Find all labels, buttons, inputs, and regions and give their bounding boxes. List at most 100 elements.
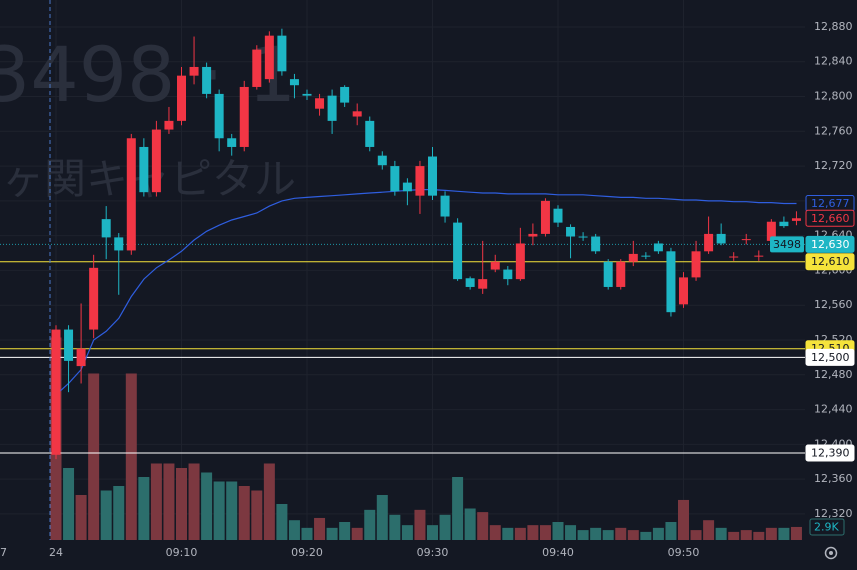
- candle-body: [754, 255, 764, 257]
- candle-body: [64, 329, 74, 361]
- candle-body: [503, 269, 513, 280]
- candle-body: [415, 166, 425, 196]
- candle-body: [151, 129, 161, 193]
- candle-body: [114, 237, 124, 251]
- price-line-badge-box: [805, 235, 855, 253]
- candles: [51, 28, 801, 460]
- price-line-badge-box: [805, 253, 855, 271]
- candle-body: [189, 66, 199, 76]
- candle-body: [729, 256, 739, 258]
- candle-body: [390, 166, 400, 192]
- volume-bar: [414, 509, 426, 540]
- y-tick-label: 12,760: [814, 124, 853, 137]
- candle-body: [340, 86, 350, 103]
- last-price-badge-box: [805, 209, 855, 227]
- volume-bar: [314, 517, 326, 540]
- x-tick-label: 09:10: [166, 546, 198, 559]
- y-tick-label: 12,800: [814, 90, 853, 103]
- volume-bar: [238, 486, 250, 540]
- candle-body: [76, 348, 86, 367]
- price-line-badge: 12,390: [811, 447, 850, 460]
- settings-button[interactable]: [824, 546, 838, 560]
- volume-bar: [176, 468, 187, 540]
- candle-body: [616, 261, 626, 287]
- volume-bar: [489, 525, 501, 540]
- y-tick-label: 12,720: [814, 159, 853, 172]
- volume-badge-box: [809, 518, 845, 536]
- candle-body: [227, 138, 237, 147]
- price-line-badge-box: [805, 348, 855, 366]
- candle-body: [553, 208, 563, 223]
- volume-bar: [376, 495, 388, 540]
- x-tick-label: 24: [49, 546, 63, 559]
- candle-body: [264, 35, 274, 80]
- volume-bar: [163, 463, 175, 540]
- volume-bar: [138, 477, 150, 540]
- volume-bar: [427, 525, 438, 540]
- candle-body: [779, 221, 789, 227]
- volume-bar: [514, 527, 526, 540]
- volume-bar: [502, 527, 514, 540]
- volume-bar: [577, 530, 589, 540]
- volume-bar: [88, 373, 100, 540]
- volume-bar: [326, 527, 338, 540]
- volume-bar: [464, 508, 476, 540]
- candle-body: [428, 156, 437, 196]
- volume-bar: [401, 525, 413, 540]
- volume-bar: [703, 520, 715, 540]
- candle-body: [591, 236, 601, 252]
- candle-body: [164, 120, 174, 130]
- candle-body: [302, 93, 312, 96]
- volume-bar: [678, 499, 689, 540]
- volume-bar: [765, 527, 777, 540]
- candle-body: [603, 261, 613, 287]
- volume-bar: [213, 481, 225, 540]
- volume-badge: 2.9K: [814, 520, 839, 533]
- y-tick-label: 12,560: [814, 298, 853, 311]
- volume-bar: [301, 527, 313, 540]
- candle-body: [377, 155, 387, 166]
- volume-bar: [590, 527, 602, 540]
- candle-body: [791, 218, 801, 221]
- price-line-badge: 12,630: [811, 238, 850, 251]
- volume-bar: [552, 522, 564, 540]
- gear-icon[interactable]: [824, 546, 838, 560]
- candle-body: [628, 253, 638, 262]
- volume-bar: [627, 530, 639, 540]
- y-tick-label: 12,480: [814, 368, 853, 381]
- volume-bar: [439, 514, 451, 540]
- vwap-badge: 12,677: [811, 197, 850, 210]
- volume-bar: [728, 531, 740, 540]
- y-tick-label: 12,320: [814, 507, 853, 520]
- volume-bar: [690, 530, 702, 540]
- candle-body: [214, 93, 224, 139]
- price-line-badge: 12,500: [811, 351, 850, 364]
- volume-bar: [715, 527, 727, 540]
- prev-date-label: 7: [0, 546, 7, 559]
- candle-body: [540, 200, 550, 234]
- candle-body: [465, 278, 475, 287]
- y-tick-label: 12,880: [814, 20, 853, 33]
- volume-bar: [63, 468, 75, 540]
- volume-bar: [263, 463, 275, 540]
- candle-body: [252, 49, 262, 87]
- volume-bar: [201, 472, 213, 540]
- volume-bar: [652, 527, 664, 540]
- volume-bar: [565, 525, 577, 540]
- candle-body: [766, 221, 776, 241]
- volume-bar: [351, 527, 363, 540]
- candle-body: [126, 138, 136, 251]
- gear-center[interactable]: [829, 551, 833, 555]
- candle-body: [528, 233, 538, 237]
- candle-body: [478, 279, 488, 289]
- volume-bar: [125, 373, 137, 540]
- candle-body: [641, 255, 651, 257]
- volume-bar: [288, 520, 300, 540]
- price-line-badge-box: [805, 444, 855, 462]
- x-tick-label: 09:40: [542, 546, 574, 559]
- candle-body: [566, 226, 576, 237]
- price-badges: 12,67712,66012,630349812,61012,51012,500…: [770, 194, 855, 536]
- candle-body: [101, 219, 111, 238]
- watermark-symbol: 3498 · 1: [0, 30, 296, 119]
- compare-tag-box: [770, 236, 804, 253]
